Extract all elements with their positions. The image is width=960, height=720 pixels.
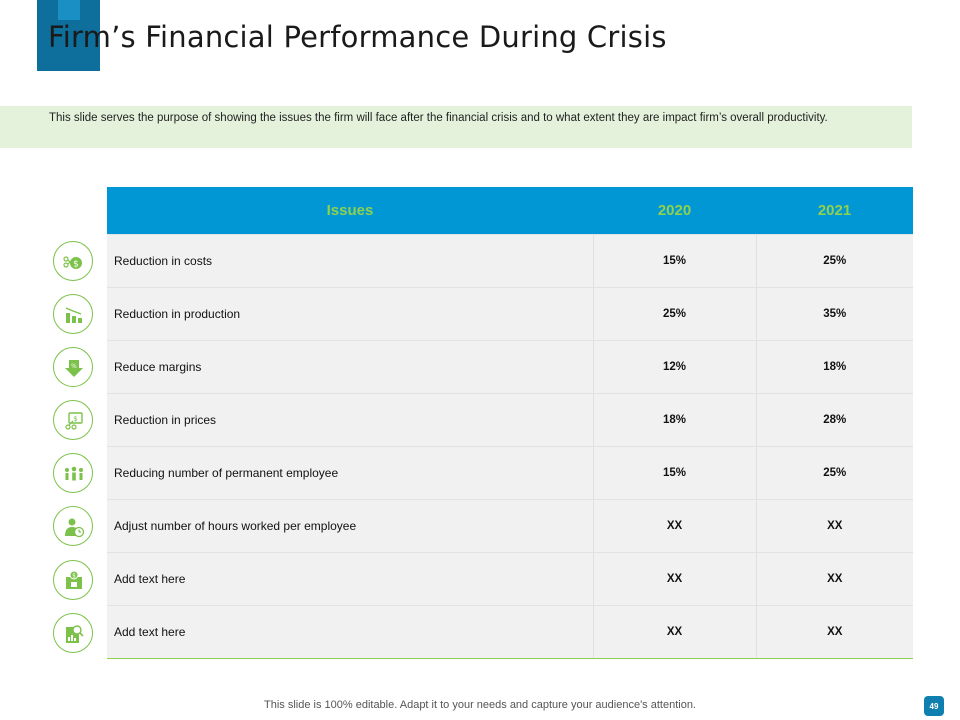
issue-cell: Reduce margins (107, 340, 593, 394)
table-row: Reduction in prices 18% 28% (107, 393, 913, 447)
value-2020-cell: 12% (592, 340, 756, 394)
page-number-badge: 49 (924, 696, 944, 716)
svg-text:$: $ (73, 415, 77, 423)
employee-clock-icon (53, 506, 93, 546)
people-group-icon (53, 453, 93, 493)
value-2021-cell: XX (755, 499, 913, 553)
footer-note: This slide is 100% editable. Adapt it to… (264, 699, 696, 711)
dollar-box-icon: $ (53, 560, 93, 600)
svg-text:%: % (71, 363, 77, 370)
svg-text:$: $ (72, 573, 76, 580)
table-row: Reduce margins 12% 18% (107, 340, 913, 394)
value-2020-cell: 15% (592, 446, 756, 500)
value-2020-cell: 18% (592, 393, 756, 447)
value-2021-cell: 28% (755, 393, 913, 447)
issue-cell: Reduction in production (107, 287, 593, 341)
value-2021-cell: 25% (755, 446, 913, 500)
value-2020-cell: XX (592, 499, 756, 553)
table-row: Add text here XX XX (107, 605, 913, 659)
value-2020-cell: 25% (592, 287, 756, 341)
value-2021-cell: 25% (755, 234, 913, 288)
value-2021-cell: 35% (755, 287, 913, 341)
issues-table-container: Issues 2020 2021 Reduction in costs 15% … (107, 187, 913, 659)
issue-cell: Reducing number of permanent employee (107, 446, 593, 500)
value-2020-cell: XX (592, 605, 756, 659)
issue-cell: Add text here (107, 605, 593, 659)
declining-bars-icon (53, 294, 93, 334)
table-row: Reducing number of permanent employee 15… (107, 446, 913, 500)
header-2020: 2020 (593, 187, 756, 235)
value-2020-cell: XX (592, 552, 756, 606)
description-band: This slide serves the purpose of showing… (0, 106, 912, 148)
value-2021-cell: XX (755, 605, 913, 659)
percent-down-arrow-icon: % (53, 347, 93, 387)
header-2021: 2021 (756, 187, 913, 235)
issue-cell: Reduction in costs (107, 234, 593, 288)
issues-table: Issues 2020 2021 Reduction in costs 15% … (107, 187, 913, 659)
table-header-row: Issues 2020 2021 (107, 187, 913, 235)
table-row: Adjust number of hours worked per employ… (107, 499, 913, 553)
value-2021-cell: XX (755, 552, 913, 606)
money-cut-icon: $ (53, 241, 93, 281)
header-issues: Issues (107, 187, 593, 235)
issue-cell: Reduction in prices (107, 393, 593, 447)
value-2020-cell: 15% (592, 234, 756, 288)
issue-cell: Add text here (107, 552, 593, 606)
table-row: Add text here XX XX (107, 552, 913, 606)
price-tag-cut-icon: $ (53, 400, 93, 440)
report-search-icon (53, 613, 93, 653)
slide-description: This slide serves the purpose of showing… (49, 112, 828, 124)
slide-title: Firm’s Financial Performance During Cris… (48, 20, 667, 54)
svg-text:$: $ (73, 260, 79, 270)
value-2021-cell: 18% (755, 340, 913, 394)
title-accent-inner (58, 0, 80, 20)
issue-cell: Adjust number of hours worked per employ… (107, 499, 593, 553)
table-row: Reduction in production 25% 35% (107, 287, 913, 341)
table-row: Reduction in costs 15% 25% (107, 234, 913, 288)
